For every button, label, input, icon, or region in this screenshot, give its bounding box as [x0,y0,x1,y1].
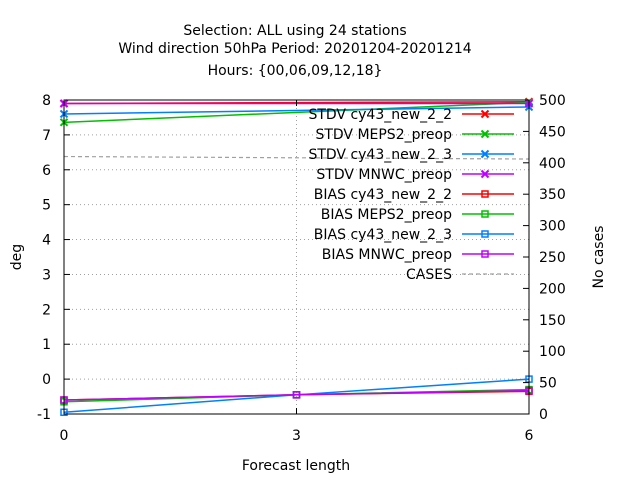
y2-tick-label: 0 [539,407,548,423]
legend-entry-6: BIAS cy43_new_2_3 [314,227,514,243]
y-tick-label: 3 [42,267,51,283]
chart-title: Selection: ALL using 24 stations Wind di… [118,23,471,79]
legend-entry-1: STDV MEPS2_preop [315,127,514,143]
y2-axis-label: No cases [591,226,607,289]
x-tick-label: 6 [525,428,534,444]
x-marker-stroke [480,109,490,119]
legend-marker [480,129,490,139]
y2-tick-label: 350 [539,187,566,203]
x-marker-stroke [480,129,490,139]
y-tick-label: -1 [37,407,51,423]
legend-entry-7: BIAS MNWC_preop [322,247,514,263]
gridlines [64,100,529,414]
y2-tick-label: 500 [539,93,566,109]
series-8 [63,155,530,160]
legend-label: STDV cy43_new_2_2 [308,107,452,123]
legend-label: BIAS cy43_new_2_2 [314,187,452,203]
legend-entry-2: STDV cy43_new_2_3 [308,147,514,163]
legend-label: STDV MNWC_preop [316,167,452,183]
legend-label: BIAS MNWC_preop [322,247,452,263]
title-line-1: Selection: ALL using 24 stations [183,23,406,39]
legend-marker [480,149,490,159]
title-line-2: Wind direction 50hPa Period: 20201204-20… [118,41,471,57]
x-axis-label: Forecast length [242,458,350,474]
y2-tick-label: 50 [539,376,557,392]
legend-marker [481,210,489,218]
x-marker-stroke [480,169,490,179]
y-tick-label: 4 [42,233,51,249]
y-tick-label: 7 [42,128,51,144]
y2-tick-label: 200 [539,281,566,297]
series-line [63,106,530,115]
legend-entry-8: CASES [406,267,514,283]
y-axis-label: deg [9,244,25,270]
legend-label: CASES [406,267,452,283]
y-tick-label: 5 [42,198,51,214]
y-tick-label: 1 [42,337,51,353]
legend-marker [481,190,489,198]
y2-tick-label: 100 [539,344,566,360]
y2-tick-label: 450 [539,124,566,140]
legend: STDV cy43_new_2_2 STDV MEPS2_preop STDV cy… [308,107,514,283]
y-tick-label: 6 [42,163,51,179]
y-tick-label: 0 [42,372,51,388]
legend-entry-4: BIAS cy43_new_2_2 [314,187,514,203]
data-point [292,391,301,399]
series-5 [60,385,533,406]
x-marker-stroke [480,149,490,159]
x-tick-label: 3 [292,428,301,444]
y2-tick-label: 250 [539,250,566,266]
title-line-3: Hours: {00,06,09,12,18} [208,63,383,79]
y-tick-label: 2 [42,302,51,318]
y-tick-label: 8 [42,93,51,109]
y2-tick-label: 300 [539,219,566,235]
legend-label: STDV cy43_new_2_3 [308,147,452,163]
legend-label: STDV MEPS2_preop [315,127,452,143]
legend-entry-5: BIAS MEPS2_preop [321,207,514,223]
y2-tick-label: 150 [539,313,566,329]
series-line [63,155,530,160]
series-line [63,101,530,124]
y2-tick-label: 400 [539,156,566,172]
legend-label: BIAS cy43_new_2_3 [314,227,452,243]
legend-entry-3: STDV MNWC_preop [316,167,514,183]
series-line [63,389,530,401]
axes: -1 0 1 2 3 4 5 6 7 8 0 50 100 150 200 250 300 350 400 450 50… [37,93,566,444]
legend-label: BIAS MEPS2_preop [321,207,452,223]
legend-marker [481,230,489,238]
legend-entry-0: STDV cy43_new_2_2 [308,107,514,123]
legend-marker [481,250,489,258]
legend-marker [480,109,490,119]
x-tick-label: 0 [60,428,69,444]
legend-marker [480,169,490,179]
